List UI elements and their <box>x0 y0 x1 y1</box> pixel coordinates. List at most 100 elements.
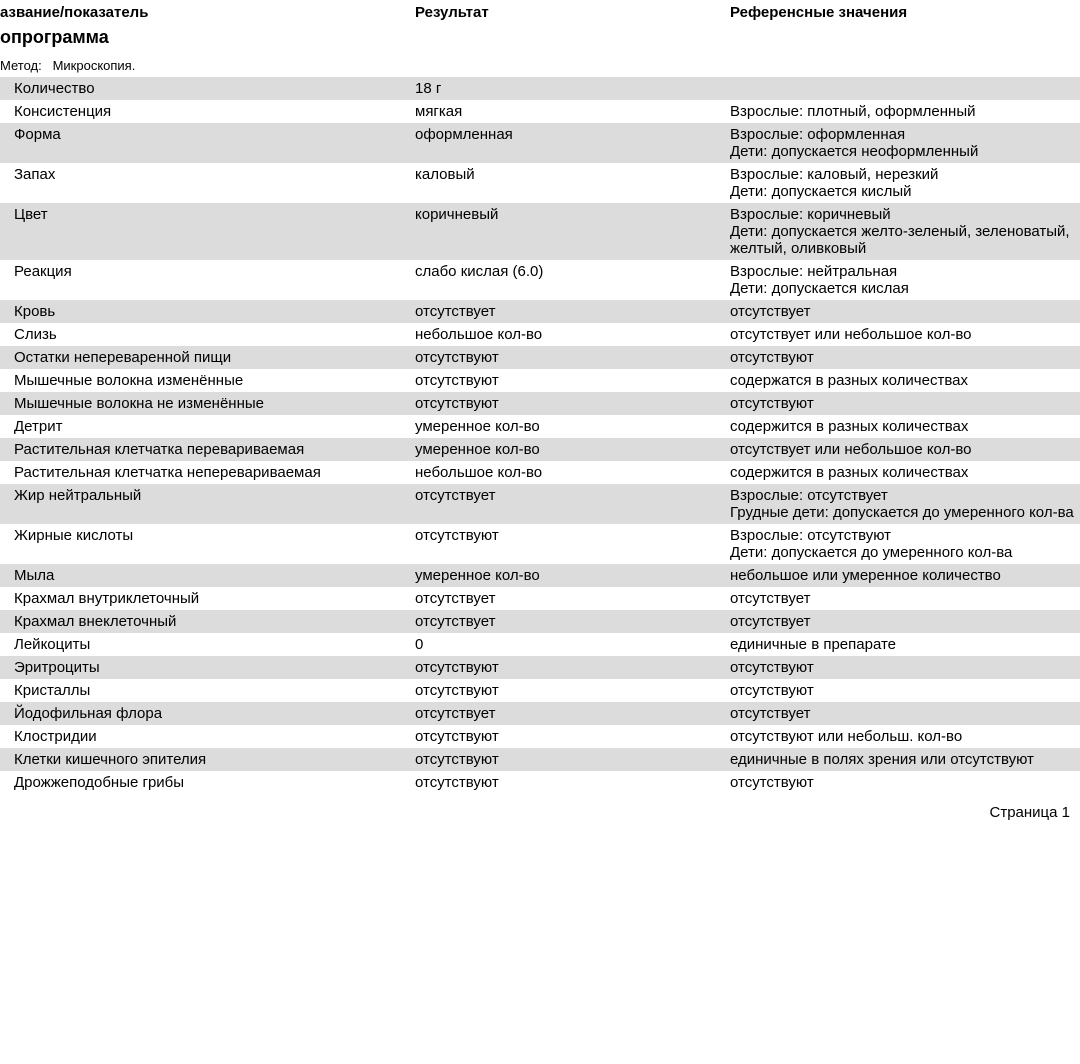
row-result: отсутствуют <box>415 372 730 389</box>
row-result: небольшое кол-во <box>415 326 730 343</box>
row-name: Запах <box>0 166 415 183</box>
table-row: ЦветкоричневыйВзрослые: коричневый Дети:… <box>0 203 1080 260</box>
row-reference: Взрослые: оформленная Дети: допускается … <box>730 126 1080 160</box>
row-result: умеренное кол-во <box>415 441 730 458</box>
method-line: Метод: Микроскопия. <box>0 54 1080 77</box>
row-result: мягкая <box>415 103 730 120</box>
table-row: Кристаллыотсутствуютотсутствуют <box>0 679 1080 702</box>
row-reference: содержится в разных количествах <box>730 418 1080 435</box>
row-name: Реакция <box>0 263 415 280</box>
table-row: Мылаумеренное кол-вонебольшое или умерен… <box>0 564 1080 587</box>
row-name: Мыла <box>0 567 415 584</box>
row-name: Мышечные волокна не изменённые <box>0 395 415 412</box>
row-result: 18 г <box>415 80 730 97</box>
row-reference: отсутствует <box>730 613 1080 630</box>
row-result: отсутствуют <box>415 349 730 366</box>
table-row: Мышечные волокна не изменённыеотсутствую… <box>0 392 1080 415</box>
row-result: оформленная <box>415 126 730 143</box>
table-row: Кровьотсутствуетотсутствует <box>0 300 1080 323</box>
row-name: Остатки непереваренной пищи <box>0 349 415 366</box>
row-result: отсутствуют <box>415 659 730 676</box>
table-row: Лейкоциты0единичные в препарате <box>0 633 1080 656</box>
table-row: КонсистенциямягкаяВзрослые: плотный, офо… <box>0 100 1080 123</box>
row-result: 0 <box>415 636 730 653</box>
row-name: Кристаллы <box>0 682 415 699</box>
row-name: Растительная клетчатка неперевариваемая <box>0 464 415 481</box>
row-name: Растительная клетчатка перевариваемая <box>0 441 415 458</box>
row-name: Клетки кишечного эпителия <box>0 751 415 768</box>
row-name: Крахмал внутриклеточный <box>0 590 415 607</box>
row-name: Слизь <box>0 326 415 343</box>
row-reference: отсутствуют <box>730 682 1080 699</box>
row-name: Лейкоциты <box>0 636 415 653</box>
table-row: Жир нейтральныйотсутствуетВзрослые: отсу… <box>0 484 1080 524</box>
table-row: Слизьнебольшое кол-воотсутствует или неб… <box>0 323 1080 346</box>
table-row: Дрожжеподобные грибыотсутствуютотсутству… <box>0 771 1080 794</box>
row-reference: Взрослые: коричневый Дети: допускается ж… <box>730 206 1080 257</box>
row-reference: содержатся в разных количествах <box>730 372 1080 389</box>
row-result: каловый <box>415 166 730 183</box>
table-header-row: азвание/показатель Результат Референсные… <box>0 0 1080 25</box>
table-row: Йодофильная флораотсутствуетотсутствует <box>0 702 1080 725</box>
row-name: Мышечные волокна изменённые <box>0 372 415 389</box>
table-row: Крахмал внутриклеточныйотсутствуетотсутс… <box>0 587 1080 610</box>
table-row: Клетки кишечного эпителияотсутствуютедин… <box>0 748 1080 771</box>
report-title: опрограмма <box>0 25 1080 54</box>
header-result: Результат <box>415 4 730 21</box>
row-reference: единичные в полях зрения или отсутствуют <box>730 751 1080 768</box>
row-name: Количество <box>0 80 415 97</box>
row-reference: отсутствуют <box>730 659 1080 676</box>
table-row: ФормаоформленнаяВзрослые: оформленная Де… <box>0 123 1080 163</box>
header-name: азвание/показатель <box>0 4 415 21</box>
table-row: Детритумеренное кол-восодержится в разны… <box>0 415 1080 438</box>
row-result: небольшое кол-во <box>415 464 730 481</box>
row-reference: отсутствует или небольшое кол-во <box>730 441 1080 458</box>
table-row: Реакцияслабо кислая (6.0)Взрослые: нейтр… <box>0 260 1080 300</box>
row-reference: отсутствуют <box>730 349 1080 366</box>
row-name: Эритроциты <box>0 659 415 676</box>
row-reference: единичные в препарате <box>730 636 1080 653</box>
row-result: отсутствует <box>415 303 730 320</box>
row-result: отсутствует <box>415 590 730 607</box>
row-result: коричневый <box>415 206 730 223</box>
header-reference: Референсные значения <box>730 4 1080 21</box>
row-reference: отсутствуют <box>730 774 1080 791</box>
row-reference: небольшое или умеренное количество <box>730 567 1080 584</box>
row-reference: Взрослые: плотный, оформленный <box>730 103 1080 120</box>
table-row: ЗапахкаловыйВзрослые: каловый, нерезкий … <box>0 163 1080 203</box>
row-result: отсутствуют <box>415 527 730 544</box>
row-name: Жир нейтральный <box>0 487 415 504</box>
method-value: Микроскопия. <box>53 58 136 73</box>
row-result: отсутствуют <box>415 682 730 699</box>
page-footer: Страница 1 <box>0 794 1080 826</box>
row-reference: Взрослые: нейтральная Дети: допускается … <box>730 263 1080 297</box>
row-result: отсутствуют <box>415 774 730 791</box>
row-result: отсутствует <box>415 613 730 630</box>
row-name: Форма <box>0 126 415 143</box>
row-result: отсутствуют <box>415 395 730 412</box>
row-name: Дрожжеподобные грибы <box>0 774 415 791</box>
row-reference: Взрослые: отсутствует Грудные дети: допу… <box>730 487 1080 521</box>
row-result: отсутствуют <box>415 728 730 745</box>
row-name: Консистенция <box>0 103 415 120</box>
table-row: Мышечные волокна изменённыеотсутствуютсо… <box>0 369 1080 392</box>
row-reference: содержится в разных количествах <box>730 464 1080 481</box>
row-result: слабо кислая (6.0) <box>415 263 730 280</box>
row-name: Жирные кислоты <box>0 527 415 544</box>
row-reference: Взрослые: каловый, нерезкий Дети: допуск… <box>730 166 1080 200</box>
rows-container: Количество18 гКонсистенциямягкаяВзрослые… <box>0 77 1080 794</box>
row-reference: отсутствуют <box>730 395 1080 412</box>
table-row: Остатки непереваренной пищиотсутствуютот… <box>0 346 1080 369</box>
row-reference: отсутствует <box>730 303 1080 320</box>
row-result: отсутствуют <box>415 751 730 768</box>
row-reference: отсутствует или небольшое кол-во <box>730 326 1080 343</box>
table-row: Жирные кислотыотсутствуютВзрослые: отсут… <box>0 524 1080 564</box>
row-name: Детрит <box>0 418 415 435</box>
method-label: Метод: <box>0 58 42 73</box>
row-name: Йодофильная флора <box>0 705 415 722</box>
table-row: Количество18 г <box>0 77 1080 100</box>
table-row: Растительная клетчатка неперевариваемаян… <box>0 461 1080 484</box>
row-reference: отсутствует <box>730 590 1080 607</box>
row-name: Крахмал внеклеточный <box>0 613 415 630</box>
table-row: Растительная клетчатка перевариваемаяуме… <box>0 438 1080 461</box>
